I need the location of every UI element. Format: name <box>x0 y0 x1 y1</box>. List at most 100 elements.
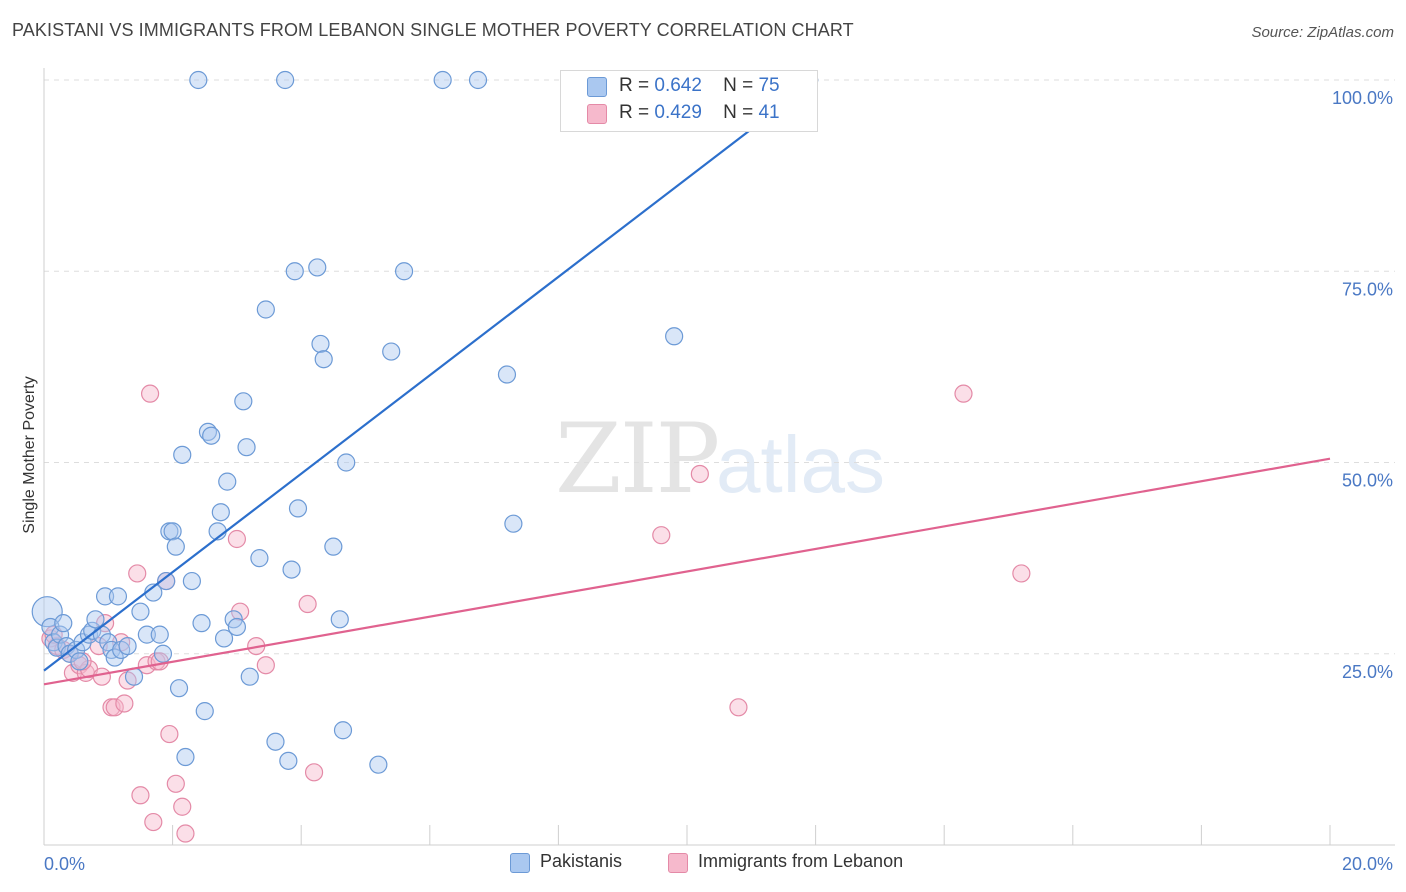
lebanon-point <box>173 797 192 816</box>
pakistani-point <box>137 625 156 644</box>
pakistani-point <box>95 587 115 606</box>
chart-axes <box>43 68 1395 846</box>
r-label: R = <box>619 75 650 96</box>
pakistani-point <box>189 70 208 90</box>
pakistani-point <box>665 327 684 346</box>
pakistani-point <box>433 70 452 90</box>
lebanon-point <box>144 812 163 832</box>
pakistani-point <box>86 610 105 629</box>
lebanon-point <box>1012 564 1031 583</box>
chart-grid <box>44 79 1395 655</box>
pakistani-point <box>333 721 353 740</box>
pakistani-point <box>266 732 285 751</box>
pakistani-point <box>311 334 330 354</box>
pakistani-point <box>279 751 298 770</box>
pakistani-point <box>202 426 221 445</box>
lebanon-swatch <box>587 104 607 124</box>
pakistani-point <box>330 610 349 629</box>
pakistanis-swatch <box>587 77 607 97</box>
pakistani-point <box>288 499 308 518</box>
lebanon-point <box>176 824 195 843</box>
y-tick-label: 50.0% <box>1342 471 1393 491</box>
pakistani-point <box>337 453 356 472</box>
pakistani-point <box>369 755 388 774</box>
y-tick-label: 25.0% <box>1342 662 1393 682</box>
lebanon-point <box>128 564 147 583</box>
pakistani-point <box>118 636 137 656</box>
lebanon-point <box>115 694 134 713</box>
pakistani-point <box>211 503 230 522</box>
pakistani-point <box>497 365 517 384</box>
lebanon-legend-label: Immigrants from Lebanon <box>698 851 904 871</box>
lebanon-point <box>729 698 748 717</box>
pakistani-point <box>256 300 275 319</box>
pakistani-point <box>240 667 259 686</box>
pakistani-point <box>214 629 234 648</box>
pakistani-point <box>227 617 246 637</box>
pakistani-point <box>192 614 211 633</box>
correlation-legend: R = 0.642 N = 75 R = 0.429 N = 41 <box>560 70 818 132</box>
pakistanis-trend-line <box>43 79 817 672</box>
lebanon-points <box>41 384 1031 843</box>
pakistani-point <box>285 262 304 281</box>
lebanon-point <box>304 763 324 782</box>
pakistani-point <box>50 625 70 644</box>
pakistani-point <box>308 258 327 277</box>
pakistani-point <box>70 652 89 671</box>
lebanon-point <box>256 656 275 675</box>
pakistani-point <box>394 262 414 281</box>
pakistani-point <box>169 679 189 698</box>
pakistani-point <box>166 537 185 556</box>
pakistani-point <box>108 587 128 606</box>
lebanon-point <box>227 529 246 549</box>
pakistani-point <box>250 549 269 568</box>
lebanon-point <box>131 786 150 805</box>
pakistani-point <box>131 602 150 621</box>
lebanon-point <box>652 526 671 545</box>
n-label: N = <box>723 75 754 96</box>
lebanon-r-value: 0.429 <box>654 102 702 123</box>
pakistani-point <box>237 438 256 457</box>
x-tick-label-max: 20.0% <box>1342 854 1393 874</box>
lebanon-point <box>954 384 973 403</box>
lebanon-point <box>298 594 317 614</box>
pakistani-point <box>276 70 295 90</box>
lebanon-trend-line <box>43 457 1331 686</box>
n-label: N = <box>723 102 754 123</box>
lebanon-legend-swatch <box>668 853 688 873</box>
lebanon-point <box>166 774 185 793</box>
pakistani-point <box>157 571 176 591</box>
lebanon-point <box>105 698 124 717</box>
pakistani-point <box>504 514 523 533</box>
svg-text:atlas: atlas <box>716 420 885 509</box>
chart-source: Source: ZipAtlas.com <box>1251 24 1394 41</box>
pakistani-point <box>195 702 214 721</box>
pakistani-point <box>218 472 237 491</box>
pakistanis-legend-label: Pakistanis <box>540 851 623 871</box>
pakistanis-n-value: 75 <box>758 75 780 96</box>
pakistani-point <box>83 621 102 640</box>
pakistanis-legend-swatch <box>510 853 530 873</box>
lebanon-point <box>690 464 709 484</box>
pakistani-points <box>31 70 819 774</box>
pakistani-point <box>182 571 201 591</box>
y-axis-title: Single Mother Poverty <box>21 376 38 533</box>
pakistani-point <box>314 350 333 369</box>
pakistani-point <box>124 667 144 686</box>
x-tick-label-min: 0.0% <box>44 854 85 874</box>
pakistani-point <box>324 537 343 556</box>
lebanon-point <box>92 667 111 686</box>
pakistani-point <box>163 522 182 541</box>
pakistani-point <box>173 445 192 464</box>
svg-text:ZIP: ZIP <box>555 403 718 515</box>
trend-lines <box>43 79 1331 686</box>
lebanon-n-value: 41 <box>758 102 780 123</box>
y-tick-label: 100.0% <box>1332 88 1393 108</box>
r-label: R = <box>619 102 650 123</box>
y-tick-label: 75.0% <box>1342 279 1393 299</box>
lebanon-point <box>160 724 179 744</box>
lebanon-point <box>140 384 160 403</box>
pakistani-point <box>176 747 195 767</box>
pakistani-point <box>54 614 73 633</box>
